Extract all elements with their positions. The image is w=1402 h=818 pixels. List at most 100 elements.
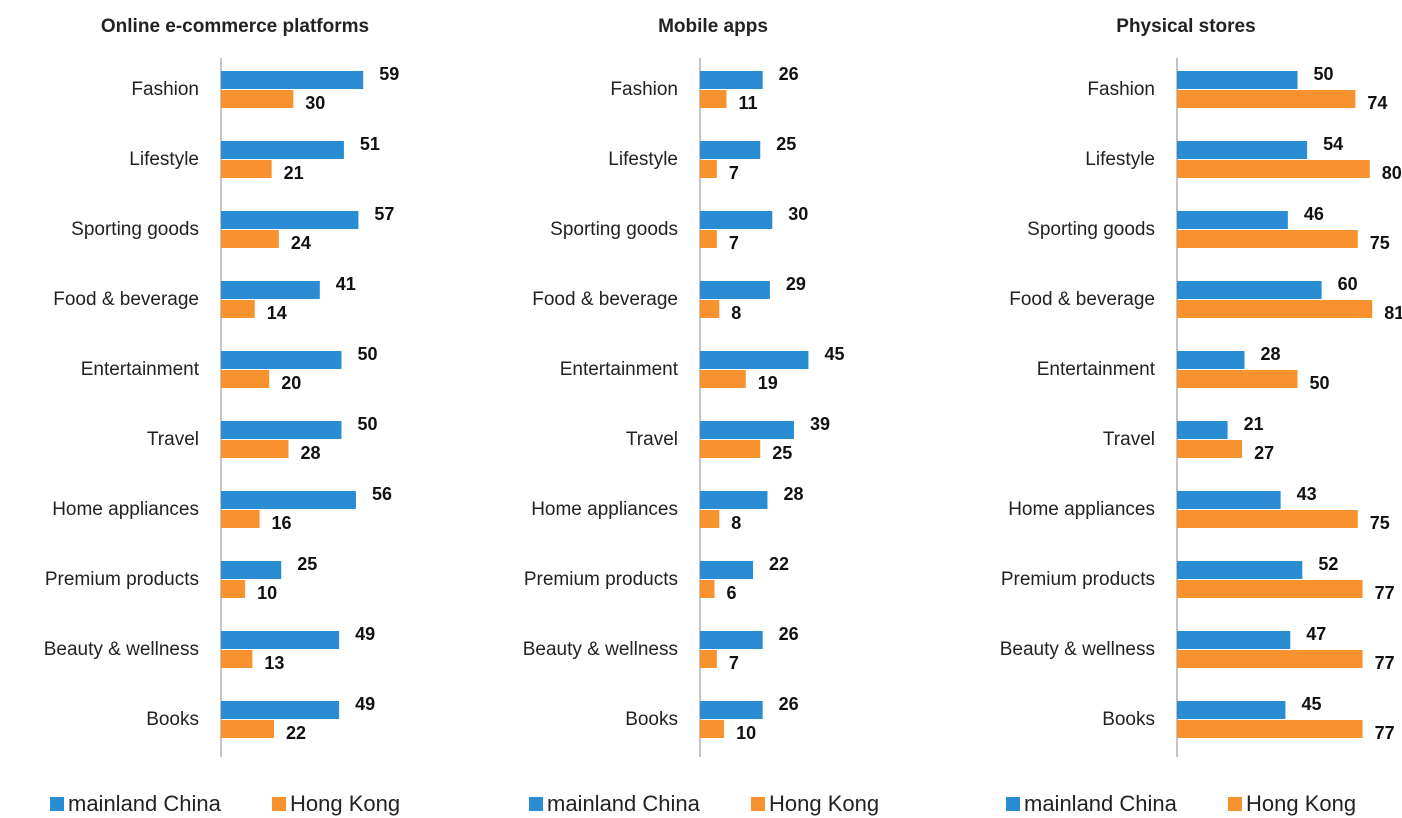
value-label: 26 — [779, 694, 799, 714]
bar — [1177, 90, 1356, 108]
category-label: Fashion — [131, 79, 199, 100]
bar — [700, 90, 727, 108]
bar — [221, 631, 340, 649]
value-label: 22 — [286, 723, 306, 743]
bar — [221, 701, 340, 719]
bar — [700, 440, 761, 458]
bar — [221, 491, 356, 509]
value-label: 75 — [1370, 233, 1390, 253]
category-label: Premium products — [1001, 569, 1155, 590]
value-label: 28 — [783, 484, 803, 504]
value-label: 77 — [1375, 653, 1395, 673]
value-label: 50 — [358, 344, 378, 364]
category-label: Books — [146, 709, 199, 730]
value-label: 50 — [1310, 373, 1330, 393]
category-label: Home appliances — [52, 499, 199, 520]
bar — [700, 580, 715, 598]
bar — [700, 720, 725, 738]
legend-swatch — [272, 797, 286, 811]
bar — [700, 160, 717, 178]
value-label: 10 — [257, 583, 277, 603]
bar — [700, 561, 754, 579]
category-label: Beauty & wellness — [1000, 639, 1155, 660]
bar — [700, 141, 761, 159]
value-label: 8 — [731, 513, 741, 533]
value-label: 11 — [739, 93, 758, 113]
category-label: Sporting goods — [550, 219, 678, 240]
legend-swatch — [50, 797, 64, 811]
value-label: 41 — [336, 274, 356, 294]
bar — [700, 230, 717, 248]
category-label: Fashion — [1087, 79, 1155, 100]
category-label: Lifestyle — [129, 149, 199, 170]
bar — [221, 650, 253, 668]
value-label: 22 — [769, 554, 789, 574]
bar — [700, 510, 720, 528]
bar — [1177, 351, 1245, 369]
legend-swatch — [1228, 797, 1242, 811]
category-label: Sporting goods — [71, 219, 199, 240]
category-label: Food & beverage — [532, 289, 678, 310]
bar — [700, 211, 773, 229]
bar — [1177, 440, 1243, 458]
value-label: 29 — [786, 274, 806, 294]
value-label: 74 — [1367, 93, 1387, 113]
category-label: Fashion — [610, 79, 678, 100]
bar — [1177, 650, 1363, 668]
bar — [221, 720, 275, 738]
value-label: 60 — [1338, 274, 1358, 294]
value-label: 7 — [729, 653, 739, 673]
category-label: Books — [1102, 709, 1155, 730]
bar — [221, 580, 246, 598]
legend-label: Hong Kong — [769, 791, 879, 816]
value-label: 21 — [284, 163, 304, 183]
bar — [700, 631, 763, 649]
bar — [221, 440, 289, 458]
bar — [1177, 300, 1373, 318]
legend-label: Hong Kong — [1246, 791, 1356, 816]
legend-label: mainland China — [1024, 791, 1178, 816]
bar — [221, 141, 344, 159]
legend-label: mainland China — [68, 791, 222, 816]
chart-title: Mobile apps — [658, 16, 768, 37]
value-label: 51 — [360, 134, 380, 154]
value-label: 45 — [1301, 694, 1321, 714]
value-label: 75 — [1370, 513, 1390, 533]
category-label: Travel — [1103, 429, 1155, 450]
bar — [221, 370, 270, 388]
value-label: 6 — [726, 583, 736, 603]
bar — [221, 510, 260, 528]
bar — [700, 370, 746, 388]
category-label: Entertainment — [81, 359, 200, 380]
bar — [1177, 580, 1363, 598]
chart-title: Online e-commerce platforms — [101, 16, 369, 37]
value-label: 50 — [358, 414, 378, 434]
bar — [221, 561, 282, 579]
bar — [221, 90, 294, 108]
bar — [700, 300, 720, 318]
bar — [1177, 160, 1370, 178]
value-label: 49 — [355, 694, 375, 714]
category-label: Entertainment — [560, 359, 679, 380]
bar — [1177, 720, 1363, 738]
category-label: Beauty & wellness — [44, 639, 199, 660]
value-label: 19 — [758, 373, 778, 393]
bar — [700, 701, 763, 719]
value-label: 16 — [272, 513, 292, 533]
value-label: 25 — [772, 443, 792, 463]
bar — [1177, 370, 1298, 388]
chart-title: Physical stores — [1116, 16, 1255, 37]
bar — [700, 351, 809, 369]
bar — [700, 71, 763, 89]
bar — [1177, 510, 1358, 528]
value-label: 27 — [1254, 443, 1274, 463]
value-label: 7 — [729, 163, 739, 183]
value-label: 26 — [779, 64, 799, 84]
value-label: 25 — [776, 134, 796, 154]
value-label: 80 — [1382, 163, 1402, 183]
value-label: 46 — [1304, 204, 1324, 224]
value-label: 30 — [788, 204, 808, 224]
value-label: 13 — [264, 653, 284, 673]
legend-swatch — [1006, 797, 1020, 811]
